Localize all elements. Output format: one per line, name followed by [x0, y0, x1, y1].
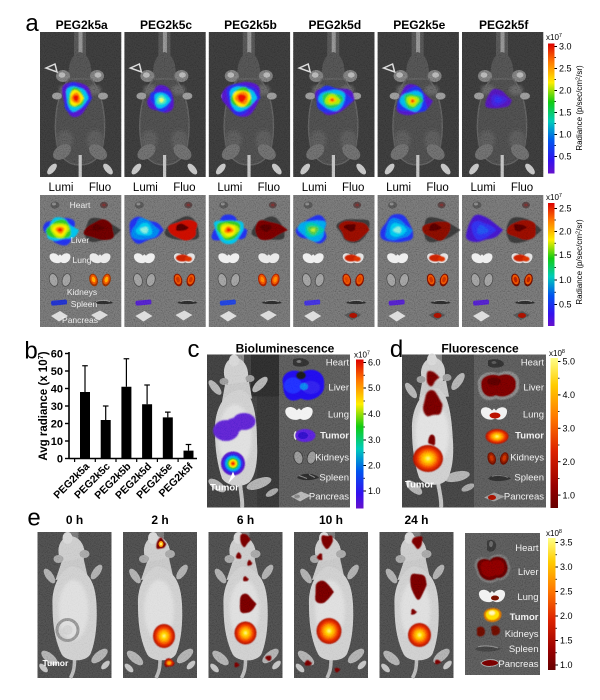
- svg-text:50: 50: [51, 366, 63, 378]
- svg-text:4.0: 4.0: [563, 390, 576, 400]
- svg-text:Fluo: Fluo: [342, 182, 364, 194]
- svg-text:PEG2k5b: PEG2k5b: [224, 18, 277, 32]
- svg-text:2.0: 2.0: [559, 86, 572, 96]
- svg-text:6 h: 6 h: [237, 513, 254, 527]
- svg-text:Fluo: Fluo: [511, 182, 533, 194]
- svg-text:Lumi: Lumi: [471, 182, 496, 194]
- svg-text:2.0: 2.0: [563, 457, 576, 467]
- svg-text:Bioluminescence: Bioluminescence: [236, 342, 335, 356]
- svg-text:3.0: 3.0: [559, 42, 572, 52]
- svg-text:24 h: 24 h: [404, 513, 428, 527]
- svg-text:2.5: 2.5: [559, 204, 572, 214]
- svg-text:1.5: 1.5: [559, 108, 572, 118]
- svg-text:Fluo: Fluo: [426, 182, 448, 194]
- svg-text:3.0: 3.0: [368, 435, 381, 445]
- svg-text:60: 60: [51, 349, 63, 361]
- svg-text:2.0: 2.0: [559, 227, 572, 237]
- svg-text:3.0: 3.0: [560, 562, 573, 572]
- svg-text:Fluo: Fluo: [173, 182, 195, 194]
- svg-text:2.0: 2.0: [368, 461, 381, 471]
- svg-text:Radiance (p/sec/cm2/sr): Radiance (p/sec/cm2/sr): [575, 219, 584, 305]
- svg-text:20: 20: [51, 419, 63, 431]
- svg-text:0: 0: [57, 454, 63, 466]
- svg-text:x107: x107: [546, 193, 562, 202]
- svg-text:5.0: 5.0: [563, 357, 576, 367]
- svg-text:Lumi: Lumi: [133, 182, 158, 194]
- svg-text:0.5: 0.5: [559, 300, 572, 310]
- svg-text:Fluorescence: Fluorescence: [441, 342, 519, 356]
- svg-text:e: e: [27, 505, 40, 532]
- svg-text:30: 30: [51, 401, 63, 413]
- svg-text:Radiance (p/sec/cm2/sr): Radiance (p/sec/cm2/sr): [575, 65, 584, 151]
- svg-text:2.0: 2.0: [560, 611, 573, 621]
- svg-text:Lumi: Lumi: [49, 182, 74, 194]
- svg-text:1.0: 1.0: [559, 275, 572, 285]
- svg-text:Fluo: Fluo: [89, 182, 111, 194]
- svg-text:5.0: 5.0: [368, 383, 381, 393]
- svg-text:10 h: 10 h: [319, 513, 343, 527]
- svg-text:PEG2k5d: PEG2k5d: [308, 18, 361, 32]
- svg-text:1.0: 1.0: [368, 486, 381, 496]
- svg-text:b: b: [24, 338, 37, 365]
- svg-text:1.0: 1.0: [559, 130, 572, 140]
- svg-text:x107: x107: [354, 351, 370, 360]
- svg-text:6.0: 6.0: [368, 358, 381, 368]
- svg-text:c: c: [188, 336, 200, 363]
- svg-text:x108: x108: [546, 529, 562, 538]
- svg-text:4.0: 4.0: [368, 409, 381, 419]
- svg-text:1.0: 1.0: [563, 490, 576, 500]
- svg-text:0 h: 0 h: [66, 513, 83, 527]
- svg-text:Lumi: Lumi: [386, 182, 411, 194]
- svg-text:2 h: 2 h: [151, 513, 168, 527]
- svg-text:PEG2k5f: PEG2k5f: [479, 18, 529, 32]
- svg-text:Lumi: Lumi: [302, 182, 327, 194]
- svg-text:2.5: 2.5: [560, 587, 573, 597]
- svg-text:Fluo: Fluo: [258, 182, 280, 194]
- svg-text:Lumi: Lumi: [217, 182, 242, 194]
- svg-text:10: 10: [51, 436, 63, 448]
- svg-text:1.5: 1.5: [560, 636, 573, 646]
- svg-text:40: 40: [51, 384, 63, 396]
- svg-text:d: d: [390, 336, 403, 363]
- svg-text:1.0: 1.0: [560, 660, 573, 670]
- svg-text:3.0: 3.0: [563, 424, 576, 434]
- svg-text:Avg radiance (x 107): Avg radiance (x 107): [36, 351, 50, 460]
- svg-text:1.5: 1.5: [559, 250, 572, 260]
- svg-text:PEG2k5c: PEG2k5c: [140, 18, 192, 32]
- svg-text:PEG2k5a: PEG2k5a: [56, 18, 108, 32]
- svg-text:a: a: [25, 10, 39, 37]
- svg-text:PEG2k5e: PEG2k5e: [393, 18, 445, 32]
- svg-text:3.5: 3.5: [560, 538, 573, 548]
- svg-text:x107: x107: [546, 33, 562, 42]
- svg-text:0.5: 0.5: [559, 152, 572, 162]
- svg-text:x108: x108: [549, 349, 565, 358]
- svg-text:2.5: 2.5: [559, 64, 572, 74]
